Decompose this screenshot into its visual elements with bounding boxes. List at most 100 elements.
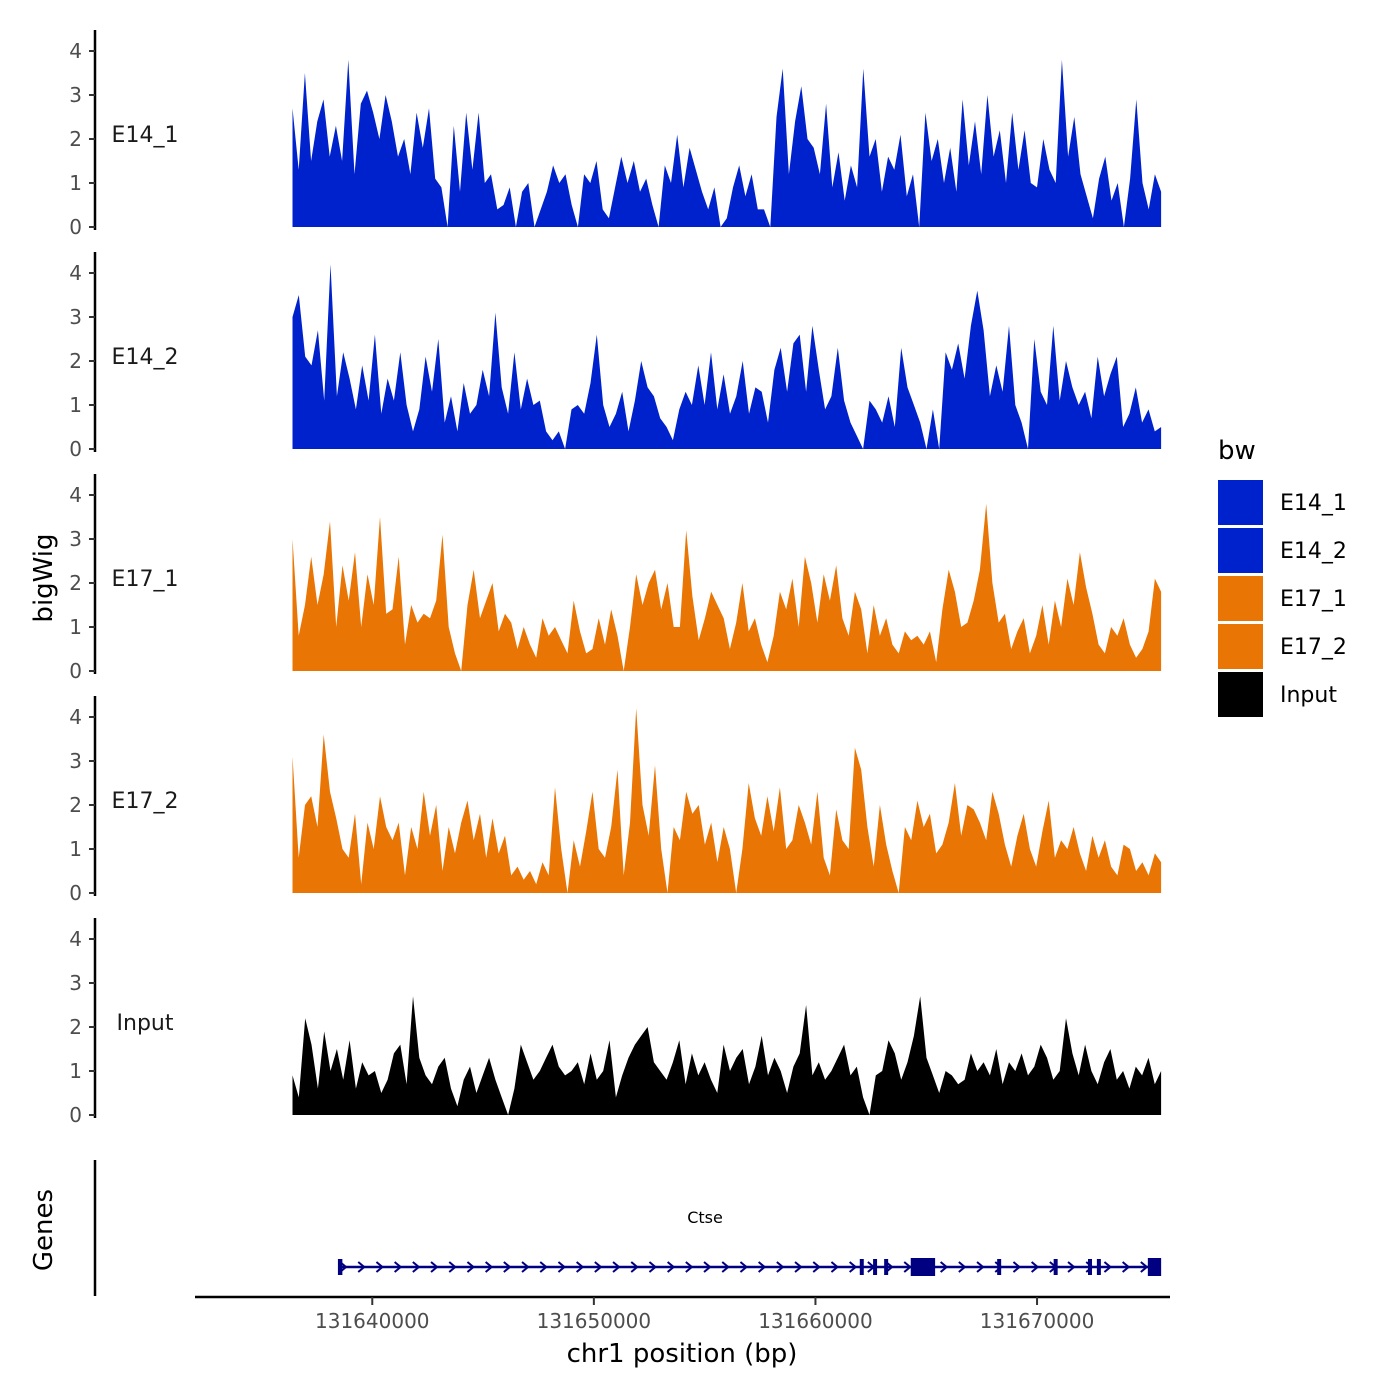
strand-arrow [575,1261,585,1273]
y-tick-label: 0 [69,881,82,905]
strand-arrow [539,1261,548,1273]
y-tick-label: 2 [69,571,82,595]
y-tick-label: 0 [69,437,82,461]
track-label: E17_1 [112,567,179,592]
x-tick-label: 131660000 [758,1309,873,1333]
strand-arrow [412,1261,421,1273]
x-tick-label: 131640000 [315,1309,430,1333]
y-tick-label: 3 [69,83,82,107]
gene-name-label: Ctse [687,1208,723,1227]
signal-area-E14_2 [292,264,1162,449]
y-tick-label: 4 [69,483,82,507]
y-tick-label: 4 [69,705,82,729]
track-E17_1: 0 1 2 3 4 E17_1 [69,474,1162,683]
track-label: E14_2 [112,345,179,370]
strand-arrow [375,1261,384,1273]
signal-tracks: 0 1 2 3 4 E14_1 0 1 2 3 4 E14_2 0 1 2 3 4 E17_1 0 1 2 3 4 E17_2… [69,30,1162,1127]
strand-arrow [776,1261,785,1273]
strand-arrow [976,1261,985,1273]
y-tick-label: 0 [69,1103,82,1127]
strand-arrow [630,1261,639,1273]
strand-arrow [430,1261,439,1273]
strand-arrow [393,1261,403,1273]
track-E14_1: 0 1 2 3 4 E14_1 [69,30,1162,239]
y-tick-label: 1 [69,1059,82,1083]
gene-exon [997,1259,1002,1275]
track-E14_2: 0 1 2 3 4 E14_2 [69,252,1162,461]
track-label: Input [117,1011,174,1036]
strand-arrow [1103,1261,1112,1273]
strand-arrow [666,1261,676,1273]
gene-exon [1053,1259,1058,1275]
gene-exon [1088,1259,1093,1275]
legend-swatch-E14_1 [1218,480,1263,525]
x-axis-title: chr1 position (bp) [567,1339,798,1369]
y-tick-label: 3 [69,971,82,995]
strand-arrow [721,1261,730,1273]
x-tick-label: 131650000 [537,1309,652,1333]
strand-arrow [612,1261,621,1273]
strand-arrow [1012,1261,1021,1273]
genes-panel: Genes Ctse [29,1160,1162,1296]
signal-area-Input [292,996,1162,1115]
track-Input: 0 1 2 3 4 Input [69,918,1162,1127]
strand-arrow [484,1261,494,1273]
legend-label-E14_2: E14_2 [1280,539,1347,564]
y-tick-label: 1 [69,393,82,417]
y-tick-label: 1 [69,837,82,861]
gene-exon [1096,1259,1101,1275]
legend-title: bw [1218,436,1256,466]
y-tick-label: 0 [69,659,82,683]
gene-exon [910,1258,936,1276]
y-tick-label: 2 [69,793,82,817]
strand-arrow [503,1261,512,1273]
strand-arrow [830,1261,839,1273]
strand-arrow [939,1261,949,1273]
y-tick-label: 1 [69,171,82,195]
signal-area-E14_1 [292,59,1162,227]
strand-arrow [557,1261,566,1273]
strand-arrow [739,1261,748,1273]
y-tick-label: 0 [69,215,82,239]
legend-swatch-E17_2 [1218,624,1263,669]
strand-arrow [521,1261,530,1273]
track-label: E14_1 [112,123,179,148]
y-tick-label: 2 [69,1015,82,1039]
gene-exon [337,1259,343,1275]
strand-arrow [466,1261,475,1273]
y-tick-label: 3 [69,305,82,329]
y-tick-label: 3 [69,749,82,773]
gene-exon [884,1259,889,1275]
strand-arrow [848,1261,858,1273]
strand-arrow [1030,1261,1040,1273]
genes-axis-title: Genes [29,1189,59,1271]
strand-arrow [958,1261,967,1273]
legend: bw E14_1 E14_2 E17_1 E17_2 Input [1218,436,1347,717]
x-axis: 131640000 131650000 131660000 131670000 [195,1295,1170,1333]
gene-model [337,1258,1162,1276]
strand-arrow [1067,1261,1076,1273]
y-tick-label: 4 [69,927,82,951]
legend-swatch-Input [1218,672,1263,717]
strand-arrow [594,1261,603,1273]
strand-arrow [757,1261,767,1273]
y-axis-title: bigWig [29,533,59,622]
y-tick-label: 1 [69,615,82,639]
legend-label-Input: Input [1280,683,1337,708]
strand-arrow [357,1261,366,1273]
track-label: E17_2 [112,789,179,814]
y-tick-label: 4 [69,39,82,63]
y-tick-label: 2 [69,127,82,151]
strand-arrow [812,1261,821,1273]
strand-arrow [903,1261,912,1273]
x-tick-label: 131670000 [980,1309,1095,1333]
legend-label-E17_1: E17_1 [1280,587,1347,612]
legend-swatch-E17_1 [1218,576,1263,621]
legend-label-E14_1: E14_1 [1280,491,1347,516]
signal-area-E17_2 [292,708,1162,893]
strand-arrow [794,1261,803,1273]
strand-arrow [1140,1261,1149,1273]
strand-arrow [685,1261,694,1273]
gene-exon [1147,1258,1162,1276]
